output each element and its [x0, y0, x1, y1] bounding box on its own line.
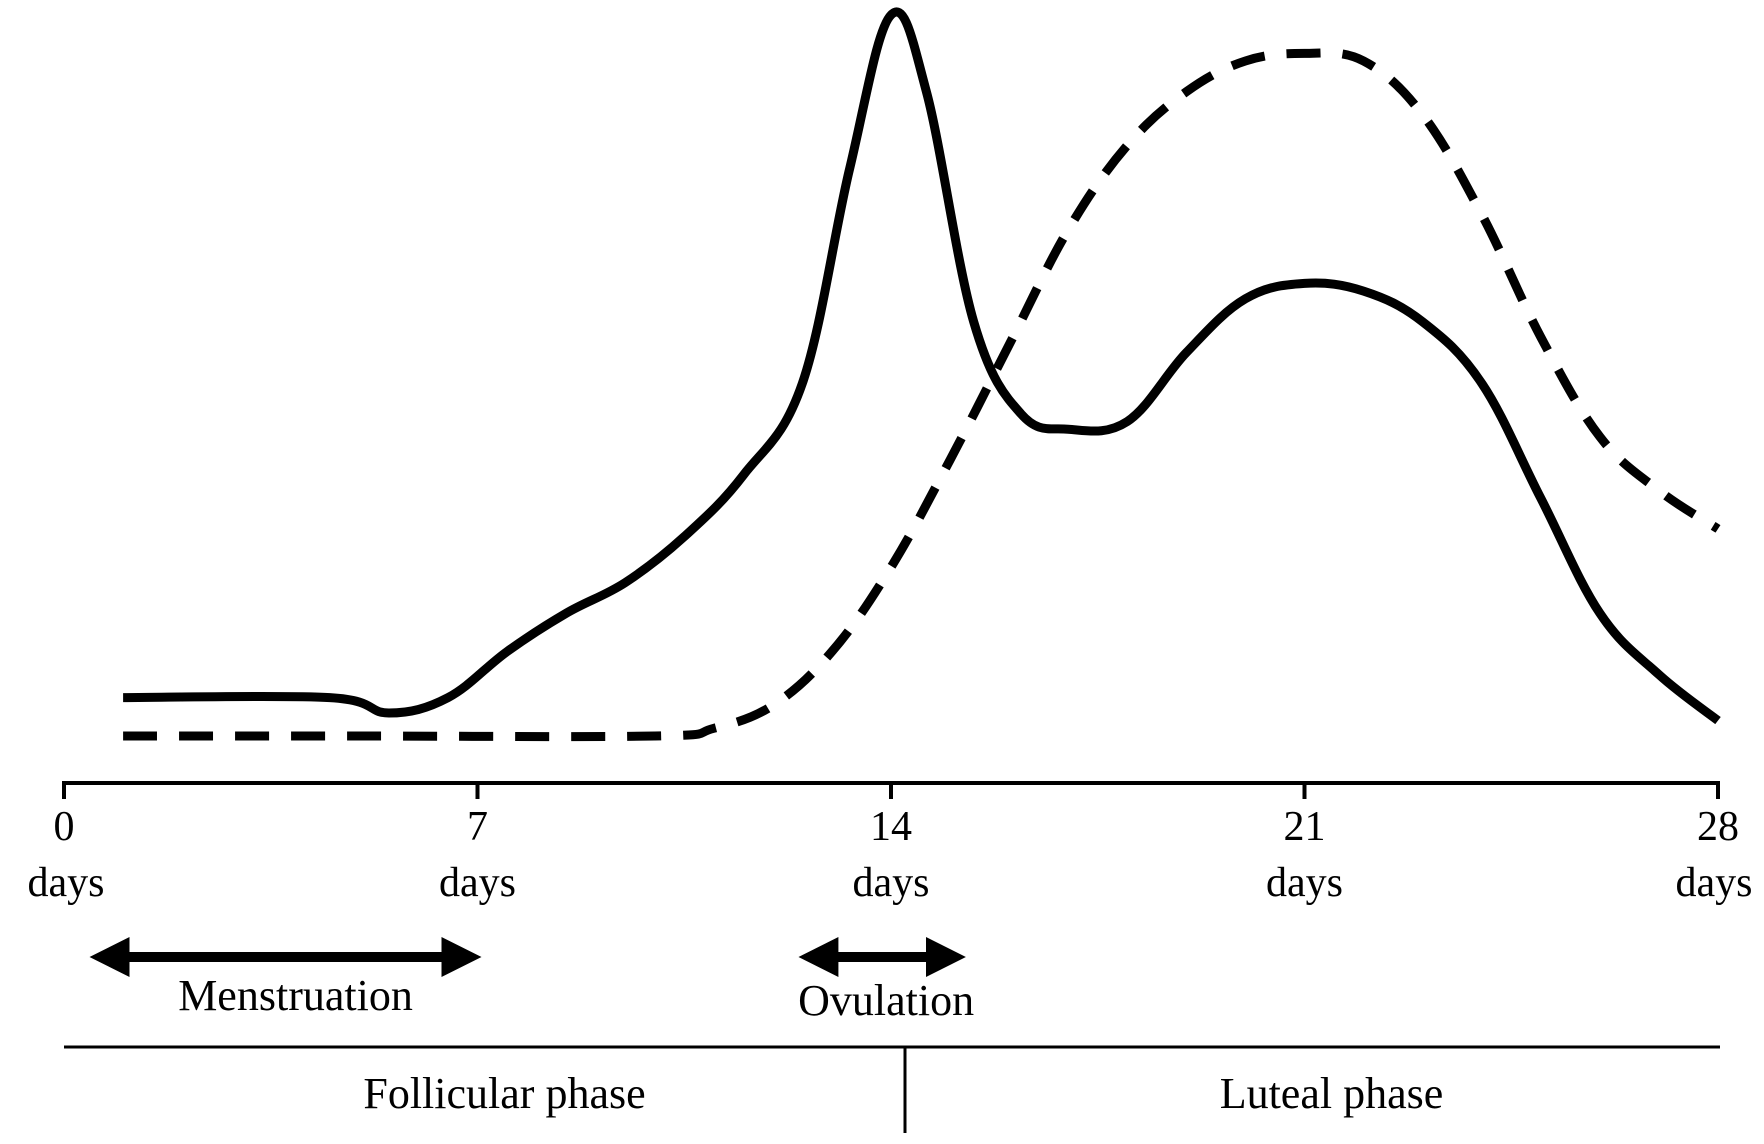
- phases: Follicular phase Luteal phase: [64, 1045, 1720, 1133]
- ovulation-label: Ovulation: [798, 976, 974, 1025]
- x-axis: 0 days 7 days 14 days 21 days 28 days: [28, 781, 1753, 906]
- x-tick-label: 28: [1697, 804, 1739, 850]
- x-tick-label: 14: [870, 804, 912, 850]
- x-tick-unit-label: days: [1676, 860, 1753, 906]
- x-tick-label: 7: [467, 804, 488, 850]
- solid-line-series: [123, 7, 1721, 725]
- x-tick-label: 21: [1284, 804, 1326, 850]
- plot-area: [123, 7, 1721, 742]
- x-tick-unit-label: days: [28, 860, 105, 906]
- follicular-phase-label: Follicular phase: [363, 1069, 645, 1118]
- dashed-line-series: [123, 48, 1721, 742]
- x-tick-unit-label: days: [439, 860, 516, 906]
- annotations: Menstruation Ovulation: [89, 937, 974, 1025]
- x-tick-unit-label: days: [853, 860, 930, 906]
- menstruation-label: Menstruation: [178, 971, 413, 1020]
- x-tick-unit-label: days: [1266, 860, 1343, 906]
- luteal-phase-label: Luteal phase: [1220, 1069, 1444, 1118]
- x-tick-label: 0: [54, 804, 75, 850]
